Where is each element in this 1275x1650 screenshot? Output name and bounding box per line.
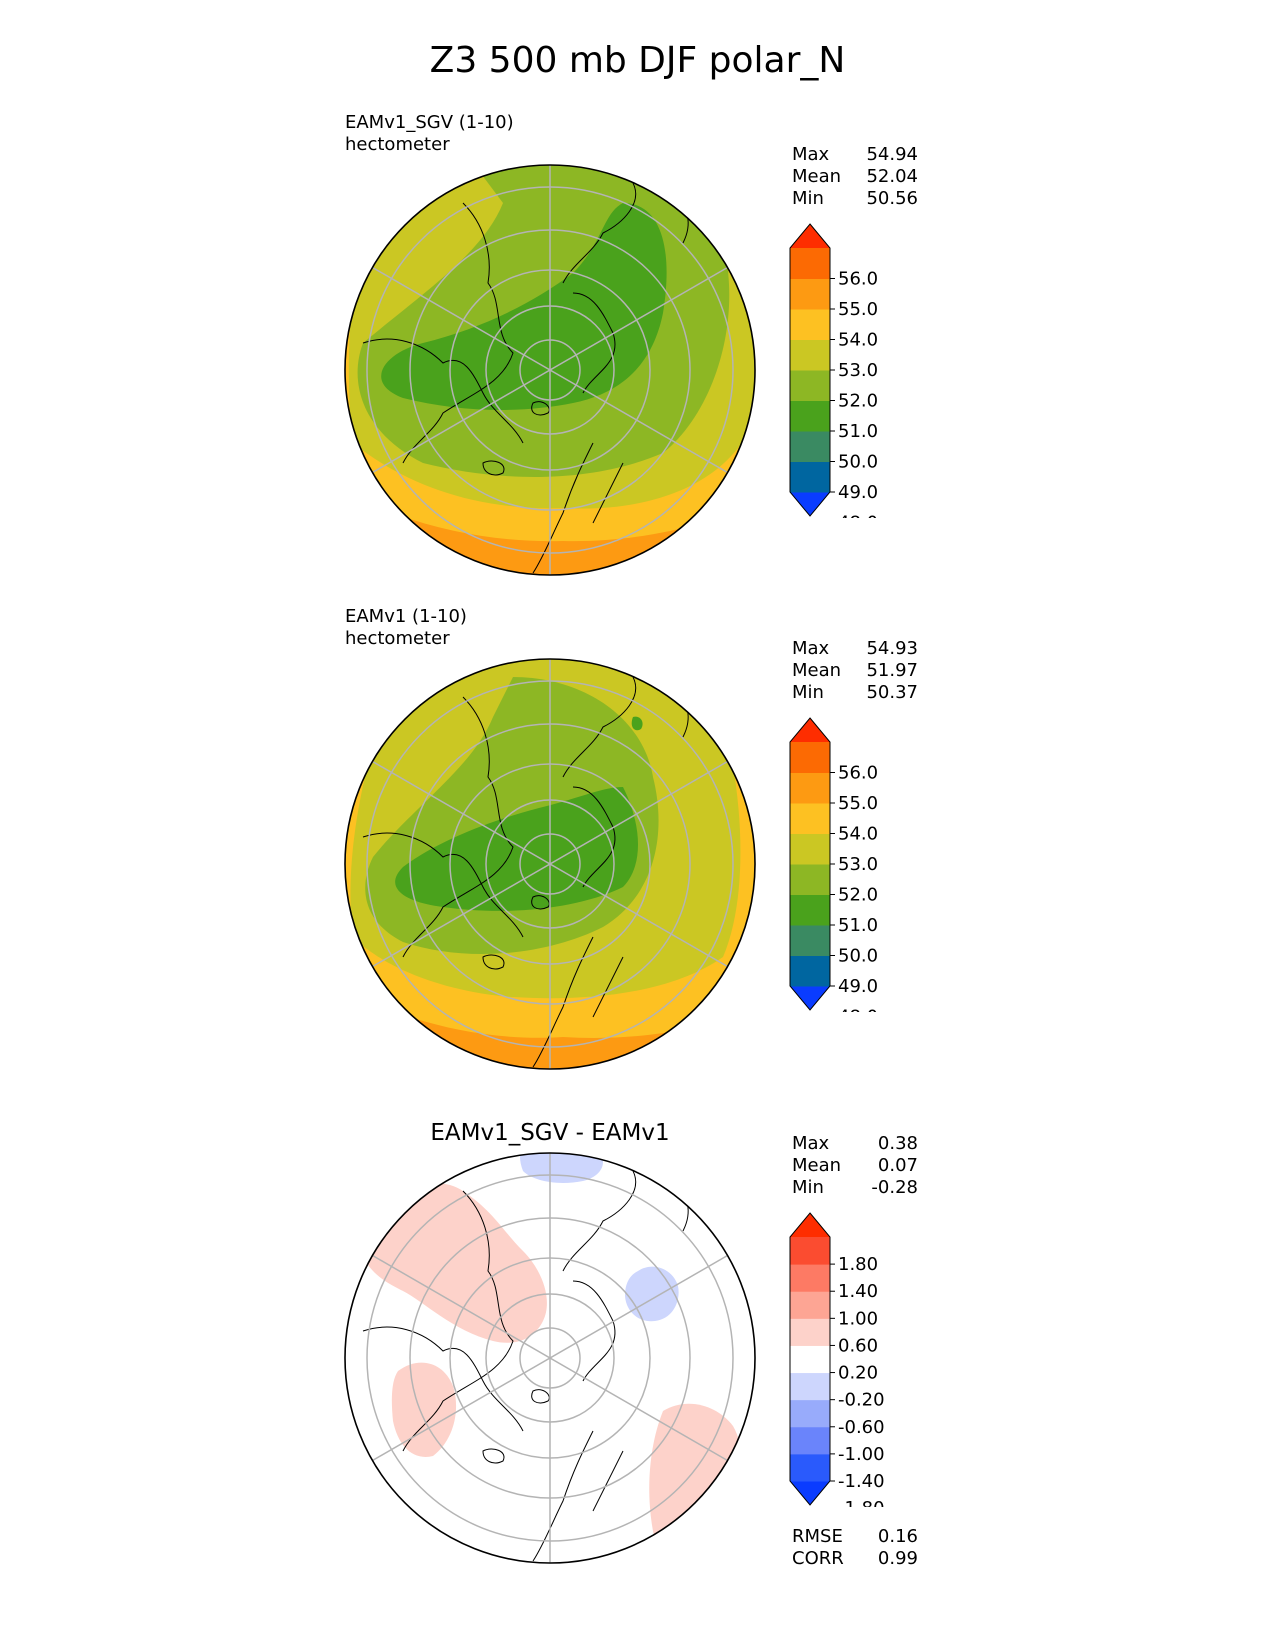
colorbar-segment: [790, 461, 830, 493]
colorbar-segment: [790, 1264, 830, 1292]
colorbar-segment: [790, 370, 830, 401]
colorbar-tick-label: 53.0: [838, 360, 878, 381]
graticule: [366, 165, 734, 575]
graticule: [366, 659, 734, 1069]
colorbar-extend-low: [790, 492, 830, 516]
colorbar-extend-high: [790, 1213, 830, 1237]
panel-2-colorbar: 56.0 55.0 54.0 53.0 52.0 51.0 50.0 49.0 48.0: [789, 717, 878, 1013]
colorbar-tick-label: 1.40: [838, 1281, 878, 1302]
colorbar-tick-label: 56.0: [838, 269, 878, 290]
panel-1-title: EAMv1_SGV (1-10): [345, 112, 514, 133]
colorbar-segment: [790, 1345, 830, 1374]
colorbar-extend-high: [790, 718, 830, 742]
panel-3-colorbar: 1.80 1.40 1.00 0.60 0.20 -0.20 -0.60 -1.00 -1.40…: [789, 1212, 885, 1507]
colorbar-tick-label: -1.00: [838, 1444, 885, 1465]
colorbar-tick-label: 48.0: [838, 513, 878, 519]
colorbar-segment: [790, 309, 830, 340]
colorbar-extend-high: [790, 224, 830, 248]
colorbar-tick-label: 54.0: [838, 330, 878, 351]
colorbar-tick-label: 49.0: [838, 976, 878, 997]
panel-3-stats: Max 0.38 Mean 0.07 Min -0.28: [792, 1133, 918, 1198]
colorbar-outline: [789, 1212, 831, 1506]
panel-2-header: EAMv1 (1-10) hectometer: [345, 606, 467, 650]
colorbar-segment: [790, 955, 830, 987]
colorbar-tick-label: 50.0: [838, 946, 878, 967]
colorbar-segment: [790, 248, 830, 279]
graticule: [366, 1153, 734, 1563]
panel-1-colorbar: 56.0 55.0 54.0 53.0 52.0 51.0 50.0 49.0 48.0: [789, 223, 878, 519]
colorbar-tick-label: 55.0: [838, 299, 878, 320]
positive-anomaly: [391, 1362, 457, 1457]
colorbar-segment: [790, 1318, 830, 1346]
colorbar-extend-low: [790, 1481, 830, 1505]
colorbar-segment: [790, 803, 830, 834]
colorbar-tick-label: 51.0: [838, 421, 878, 442]
colorbar-segment: [790, 1237, 830, 1265]
colorbar-outline: [789, 717, 831, 1011]
colorbar-tick-label: 52.0: [838, 885, 878, 906]
panel-3-metrics: RMSE 0.16 CORR 0.99: [792, 1526, 918, 1569]
colorbar-tick-label: 50.0: [838, 452, 878, 473]
panel-2-stats: Max 54.93 Mean 51.97 Min 50.37: [792, 638, 918, 703]
panel-2-units: hectometer: [345, 628, 450, 649]
colorbar-segment: [790, 833, 830, 865]
colorbar-segment: [790, 431, 830, 462]
panel-1-units: hectometer: [345, 134, 450, 155]
panel-1-header: EAMv1_SGV (1-10) hectometer: [345, 112, 514, 156]
colorbar-segment: [790, 894, 830, 926]
positive-anomaly: [649, 1403, 742, 1555]
colorbar-segment: [790, 339, 830, 371]
colorbar-tick-label: -1.40: [838, 1471, 885, 1492]
colorbar-segment: [790, 278, 830, 310]
colorbar-segment: [790, 1399, 830, 1428]
colorbar-tick-label: 1.00: [838, 1308, 878, 1329]
colorbar-tick-label: 53.0: [838, 854, 878, 875]
figure-title: Z3 500 mb DJF polar_N: [429, 40, 846, 81]
colorbar-segment: [790, 400, 830, 432]
panel-2-map: [344, 658, 756, 1070]
panel-3-title: EAMv1_SGV - EAMv1: [430, 1120, 670, 1146]
colorbar-segment: [790, 864, 830, 895]
panel-1-map: [344, 164, 756, 576]
panel-3-map: [344, 1152, 756, 1564]
colorbar-tick-label: 49.0: [838, 482, 878, 503]
colorbar-segment: [790, 772, 830, 804]
colorbar-tick-label: 1.80: [838, 1254, 878, 1275]
colorbar-segment: [790, 742, 830, 773]
colorbar-segment: [790, 1372, 830, 1401]
colorbar-outline: [789, 223, 831, 517]
colorbar-segment: [790, 1426, 830, 1455]
colorbar-tick-label: -1.80: [838, 1498, 885, 1507]
colorbar-segment: [790, 1453, 830, 1482]
coastlines: [362, 1170, 689, 1562]
band-50-51: [381, 203, 667, 410]
panel-2-title: EAMv1 (1-10): [345, 606, 467, 627]
colorbar-tick-label: 0.20: [838, 1363, 878, 1384]
colorbar-segment: [790, 1291, 830, 1319]
colorbar-extend-low: [790, 986, 830, 1010]
colorbar-tick-label: -0.20: [838, 1390, 885, 1411]
negative-anomaly: [625, 1266, 679, 1322]
colorbar-tick-label: 51.0: [838, 915, 878, 936]
colorbar-tick-label: 54.0: [838, 824, 878, 845]
colorbar-segment: [790, 925, 830, 956]
colorbar-tick-label: 48.0: [838, 1007, 878, 1013]
colorbar-tick-label: 55.0: [838, 793, 878, 814]
colorbar-tick-label: 56.0: [838, 763, 878, 784]
colorbar-tick-label: -0.60: [838, 1417, 885, 1438]
panel-1-stats: Max 54.94 Mean 52.04 Min 50.56: [792, 144, 918, 209]
colorbar-tick-label: 52.0: [838, 391, 878, 412]
colorbar-tick-label: 0.60: [838, 1335, 878, 1356]
